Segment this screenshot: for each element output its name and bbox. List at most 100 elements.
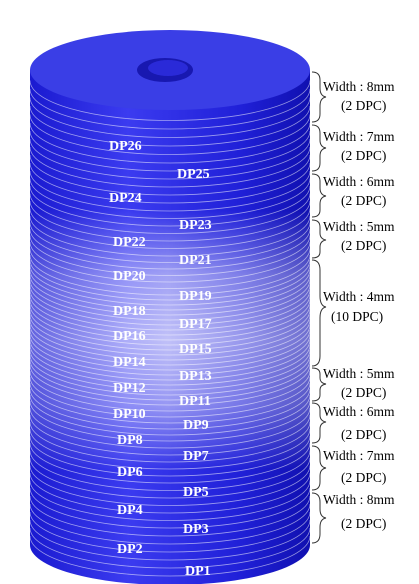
disc-stripe	[30, 314, 310, 356]
disc-stripes	[30, 80, 310, 577]
dp-label: DP19	[179, 289, 212, 304]
disc-stripe	[30, 527, 310, 569]
disc-stripe	[30, 259, 310, 301]
disc-stripe	[30, 472, 310, 514]
disc-stripe	[30, 274, 310, 316]
disc-stripe	[30, 407, 310, 449]
group-middle-4mm: Width : 4mm (10 DPC)	[311, 259, 395, 367]
disc-stripe	[30, 535, 310, 577]
group-brace	[311, 402, 327, 444]
dp-label: DP10	[113, 407, 146, 422]
disc-stripe	[30, 284, 310, 326]
dp-label: DP16	[113, 329, 146, 344]
disc-stripe	[30, 480, 310, 521]
dp-label-group: DP1 DP2 DP3 DP4 DP5 DP6 DP7 DP8 DP9 DP10…	[109, 139, 212, 579]
group-top-8mm: Width : 8mm (2 DPC)	[311, 71, 395, 123]
dp-label: DP13	[179, 369, 212, 384]
disc-stripe	[30, 178, 310, 219]
group-top-6mm: Width : 6mm (2 DPC)	[311, 173, 395, 218]
disc-stripe	[30, 162, 310, 204]
dp-label: DP2	[117, 542, 143, 557]
disc-stripe	[30, 80, 310, 121]
disc-stripe	[30, 105, 310, 147]
disc-stripe	[30, 309, 310, 351]
disc-stripe	[30, 442, 310, 484]
group-width-label: Width : 6mm	[323, 174, 395, 189]
disc-stripe	[30, 428, 310, 470]
group-bottom-7mm: Width : 7mm (2 DPC)	[311, 445, 395, 491]
group-top-5mm: Width : 5mm (2 DPC)	[311, 219, 395, 259]
disc-stripe	[30, 269, 310, 311]
disc-stripe	[30, 376, 310, 418]
group-count-label: (2 DPC)	[341, 193, 386, 208]
group-count-label: (2 DPC)	[341, 148, 386, 163]
group-top-7mm: Width : 7mm (2 DPC)	[311, 124, 395, 172]
disc-stripe	[30, 364, 310, 406]
disc-stripe	[30, 289, 310, 331]
disc-stripe	[30, 222, 310, 263]
disc-stripe	[30, 394, 310, 436]
disc-stripe	[30, 359, 310, 401]
dp-label: DP22	[113, 235, 146, 250]
group-width-label: Width : 4mm	[323, 289, 395, 304]
disc-stripe	[30, 511, 310, 553]
disc-stripe	[30, 130, 310, 172]
disc-stripe	[30, 215, 310, 257]
cylinder-top	[30, 30, 310, 110]
disc-stripe	[30, 97, 310, 138]
group-brace	[311, 124, 327, 172]
disc-stripe	[30, 503, 310, 545]
group-count-label: (2 DPC)	[341, 427, 386, 442]
dp-label: DP11	[179, 394, 211, 409]
disc-stripe	[30, 193, 310, 234]
dp-label: DP4	[117, 503, 143, 518]
dp-label: DP17	[179, 317, 212, 332]
disc-stripe	[30, 264, 310, 306]
group-count-label: (2 DPC)	[341, 385, 386, 400]
disc-stripe	[30, 154, 310, 196]
dp-label: DP14	[113, 355, 146, 370]
disc-stripe	[30, 304, 310, 346]
group-width-label: Width : 7mm	[323, 129, 395, 144]
disc-stripe	[30, 170, 310, 212]
group-count-label: (2 DPC)	[341, 238, 386, 253]
group-bottom-6mm: Width : 6mm (2 DPC)	[311, 402, 395, 444]
disc-stripe	[30, 200, 310, 242]
disc-stripe	[30, 254, 310, 296]
disc-stripe	[30, 370, 310, 412]
group-count-label: (2 DPC)	[341, 516, 386, 531]
group-width-label: Width : 8mm	[323, 79, 395, 94]
disc-stripe	[30, 388, 310, 430]
dp-label: DP15	[179, 342, 212, 357]
disc-stripe	[30, 329, 310, 371]
disc-stripe	[30, 299, 310, 341]
disc-stripe	[30, 185, 310, 227]
dp-label: DP8	[117, 433, 143, 448]
width-annotations: Width : 8mm (2 DPC) Width : 7mm (2 DPC) …	[311, 71, 395, 544]
dp-label: DP26	[109, 139, 142, 154]
disc-stripe	[30, 414, 310, 456]
disc-stripe	[30, 88, 310, 130]
group-width-label: Width : 5mm	[323, 366, 395, 381]
dp-label: DP18	[113, 304, 146, 319]
disc-stripe	[30, 235, 310, 276]
group-count-label: (10 DPC)	[331, 309, 383, 324]
group-count-label: (2 DPC)	[341, 98, 386, 113]
group-width-label: Width : 7mm	[323, 448, 395, 463]
group-brace	[311, 492, 327, 544]
disc-stripe	[30, 382, 310, 424]
group-width-label: Width : 5mm	[323, 219, 395, 234]
dp-label: DP3	[183, 522, 209, 537]
dp-label: DP20	[113, 269, 146, 284]
disc-stripe	[30, 354, 310, 396]
disc-stripe	[30, 279, 310, 321]
group-brace	[311, 219, 327, 259]
disc-stripe	[30, 114, 310, 155]
group-bottom-8mm: Width : 8mm (2 DPC)	[311, 492, 395, 544]
disc-stripe	[30, 122, 310, 164]
dp-label: DP7	[183, 449, 209, 464]
disc-stripe	[30, 457, 310, 499]
disc-stripe	[30, 334, 310, 376]
disc-stripe	[30, 465, 310, 506]
disc-stripe	[30, 228, 310, 270]
